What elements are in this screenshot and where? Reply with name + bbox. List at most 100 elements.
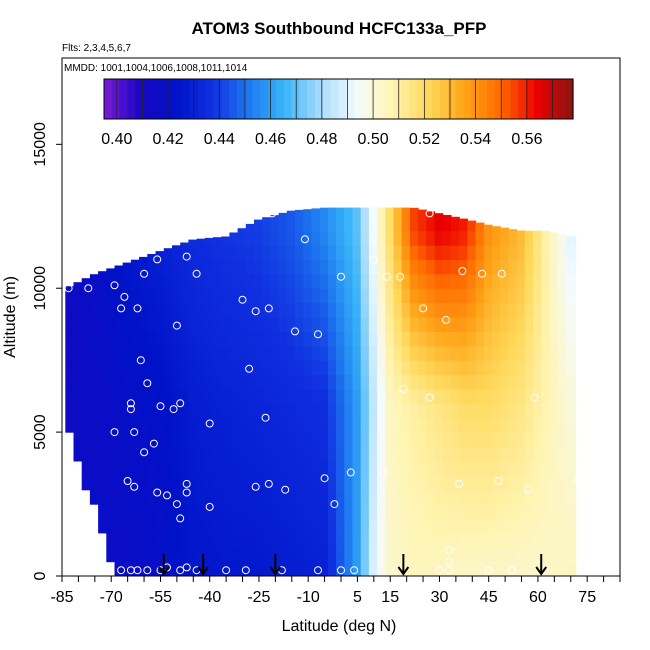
- heatmap-cell: [352, 317, 362, 332]
- heatmap-cell: [483, 245, 493, 261]
- heatmap-cell: [442, 489, 452, 505]
- heatmap-cell: [180, 242, 189, 246]
- colorbar-swatch: [416, 79, 426, 119]
- heatmap-cell: [492, 273, 501, 289]
- heatmap-cell: [270, 230, 280, 246]
- heatmap-cell: [163, 417, 173, 433]
- heatmap-cell: [475, 259, 485, 275]
- heatmap-cell: [98, 302, 107, 318]
- heatmap-cell: [319, 547, 329, 563]
- heatmap-cell: [377, 388, 386, 404]
- heatmap-cell: [344, 489, 354, 505]
- heatmap-cell: [295, 331, 304, 347]
- heatmap-cell: [524, 273, 534, 289]
- heatmap-cell: [541, 345, 550, 361]
- heatmap-cell: [98, 345, 107, 361]
- heatmap-cell: [204, 360, 214, 376]
- heatmap-cell: [557, 561, 567, 576]
- heatmap-cell: [393, 259, 403, 275]
- heatmap-cell: [533, 374, 542, 390]
- heatmap-cell: [278, 317, 288, 332]
- heatmap-cell: [500, 446, 509, 462]
- heatmap-cell: [204, 489, 214, 505]
- heatmap-cell: [492, 302, 501, 318]
- heatmap-cell: [541, 230, 550, 246]
- heatmap-cell: [155, 417, 165, 433]
- heatmap-cell: [377, 245, 386, 261]
- heatmap-cell: [565, 331, 575, 347]
- heatmap-cell: [500, 302, 509, 318]
- sample-point: [172, 500, 181, 509]
- heatmap-cell: [114, 417, 124, 433]
- colorbar-tick-label: 0.50: [358, 131, 389, 148]
- heatmap-cell: [385, 547, 395, 563]
- heatmap-cell: [204, 317, 214, 332]
- heatmap-cell: [516, 345, 526, 361]
- heatmap-cell: [516, 245, 526, 261]
- heatmap-cell: [459, 302, 468, 318]
- heatmap-cell: [377, 432, 386, 448]
- heatmap-cell: [262, 360, 271, 376]
- heatmap-cell: [213, 561, 222, 576]
- heatmap-cell: [172, 504, 181, 520]
- heatmap-cell: [245, 532, 255, 548]
- x-tick-label: -10: [297, 589, 320, 606]
- x-tick-label: -55: [149, 589, 172, 606]
- heatmap-cell: [172, 561, 181, 576]
- heatmap-cell: [401, 547, 411, 563]
- heatmap-cell: [557, 547, 567, 563]
- heatmap-cell: [286, 446, 296, 462]
- heatmap-cell: [204, 417, 214, 433]
- heatmap-cell: [213, 532, 222, 548]
- heatmap-cell: [418, 345, 427, 361]
- heatmap-cell: [139, 256, 148, 261]
- heatmap-cell: [475, 388, 485, 404]
- heatmap-cell: [409, 504, 419, 520]
- heatmap-cell: [213, 288, 222, 304]
- sample-point: [133, 566, 142, 575]
- heatmap-cell: [541, 504, 550, 520]
- heatmap-cell: [483, 561, 493, 576]
- heatmap-cell: [311, 302, 321, 318]
- heatmap-cell: [385, 360, 395, 376]
- heatmap-cell: [467, 417, 477, 433]
- heatmap-cell: [81, 317, 91, 332]
- heatmap-cell: [336, 504, 345, 520]
- sample-point: [120, 292, 129, 301]
- heatmap-cell: [401, 504, 411, 520]
- heatmap-cell: [180, 504, 189, 520]
- heatmap-cell: [106, 432, 116, 448]
- sample-point: [153, 488, 162, 497]
- heatmap-cell: [139, 288, 148, 304]
- heatmap-cell: [278, 245, 288, 261]
- heatmap-cell: [459, 331, 468, 347]
- heatmap-cell: [336, 417, 345, 433]
- heatmap-cell: [516, 489, 526, 505]
- heatmap-cell: [114, 446, 124, 462]
- heatmap-cell: [163, 259, 173, 275]
- heatmap-cell: [163, 374, 173, 390]
- heatmap-cell: [327, 230, 337, 246]
- heatmap-cell: [188, 403, 198, 419]
- heatmap-cell: [344, 561, 354, 576]
- heatmap-cell: [155, 403, 165, 419]
- heatmap-cell: [229, 489, 239, 505]
- heatmap-cell: [393, 360, 403, 376]
- heatmap-cell: [229, 403, 239, 419]
- heatmap-cell: [557, 432, 567, 448]
- heatmap-cell: [295, 345, 304, 361]
- sample-point: [84, 284, 93, 293]
- colorbar-swatch: [487, 79, 496, 119]
- heatmap-cell: [262, 374, 271, 390]
- heatmap-cell: [254, 230, 263, 246]
- heatmap-cell: [508, 302, 518, 318]
- heatmap-cell: [172, 259, 181, 275]
- heatmap-cell: [524, 302, 534, 318]
- heatmap-cell: [516, 547, 526, 563]
- heatmap-cell: [319, 273, 329, 289]
- heatmap-cell: [336, 302, 345, 318]
- heatmap-cell: [418, 360, 427, 376]
- heatmap-cell: [130, 273, 140, 289]
- heatmap-cell: [557, 532, 567, 548]
- heatmap-cell: [508, 489, 518, 505]
